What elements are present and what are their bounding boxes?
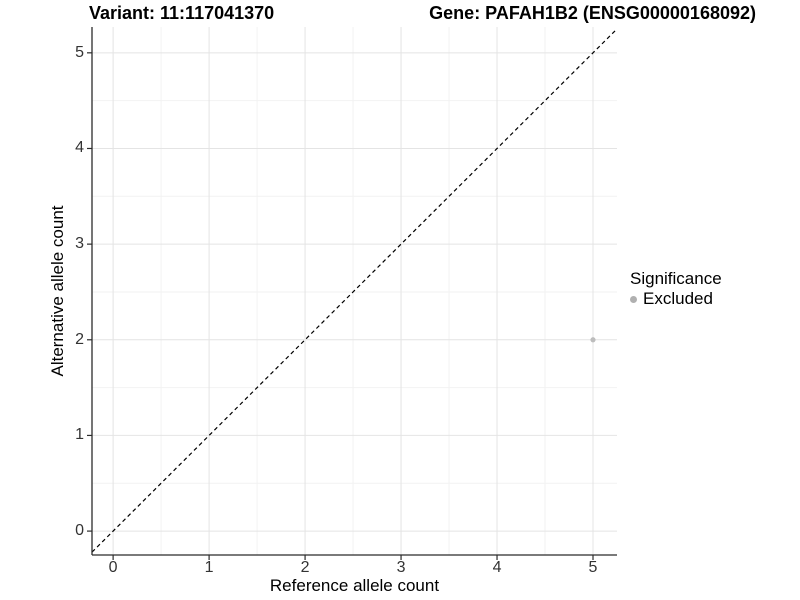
y-tick-label: 1 <box>75 426 84 444</box>
legend-item-label: Excluded <box>643 289 713 308</box>
variant-title: Variant: 11:117041370 <box>89 3 275 23</box>
y-tick-label: 4 <box>75 139 84 157</box>
x-tick-label: 0 <box>108 559 118 576</box>
y-tick-label: 3 <box>75 235 84 253</box>
x-axis-title: Reference allele count <box>269 576 440 595</box>
data-point <box>590 337 596 343</box>
x-tick-label: 2 <box>300 559 310 576</box>
y-tick-label: 0 <box>75 522 84 540</box>
gene-title: Gene: PAFAH1B2 (ENSG00000168092) <box>429 3 756 23</box>
legend: Significance Excluded <box>630 268 722 309</box>
legend-item-excluded: Excluded <box>630 289 722 309</box>
x-tick-label: 5 <box>588 559 598 576</box>
x-tick-label: 3 <box>396 559 406 576</box>
identity-line <box>91 28 618 553</box>
x-tick-label: 1 <box>204 559 214 576</box>
y-tick-label: 2 <box>75 330 84 348</box>
y-axis-title: Alternative allele count <box>48 205 67 377</box>
legend-title: Significance <box>630 269 722 288</box>
legend-point-icon <box>630 295 637 303</box>
y-tick-label: 5 <box>75 43 84 61</box>
x-tick-label: 4 <box>492 559 502 576</box>
